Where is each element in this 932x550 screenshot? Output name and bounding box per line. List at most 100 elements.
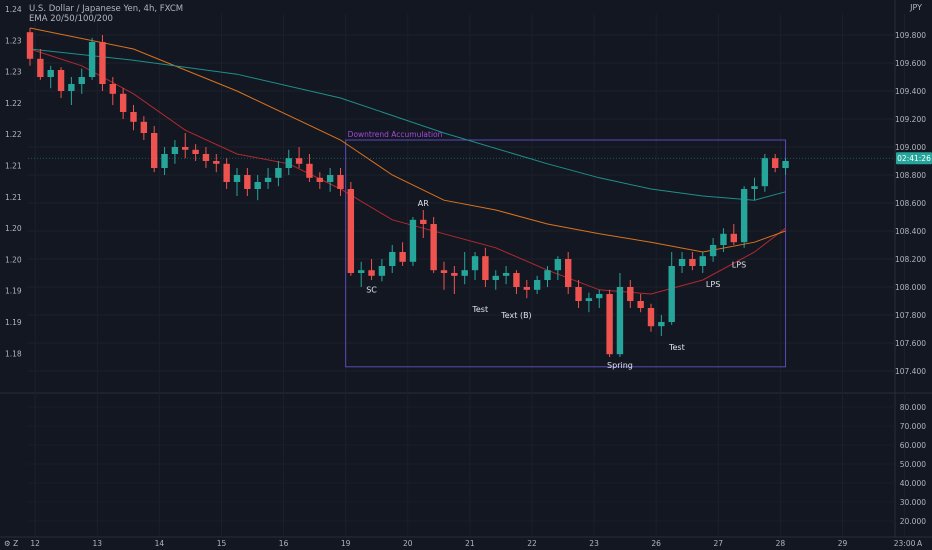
candle-body (337, 175, 344, 189)
candle (99, 35, 106, 91)
candle-body (606, 294, 613, 355)
candle (440, 261, 448, 290)
time-tick-label: 21 (465, 539, 475, 548)
price-tick-label: 109.800 (895, 31, 926, 40)
candle (585, 292, 593, 313)
wyckoff-annotation: LPS (732, 260, 746, 269)
candle-body (575, 287, 582, 301)
candle (461, 252, 468, 285)
candle (47, 65, 54, 89)
candle (57, 67, 65, 98)
candle (213, 154, 220, 173)
price-tick-label: 108.000 (895, 283, 926, 292)
candle-body (596, 294, 603, 299)
candle (140, 116, 148, 140)
time-tick-label: 14 (155, 539, 165, 548)
candle (306, 154, 313, 182)
countdown-badge (896, 152, 932, 165)
wyckoff-annotation: Text (B) (500, 311, 531, 320)
price-tick-label: 107.800 (895, 311, 926, 320)
candle-body (99, 42, 106, 84)
candle-body (502, 273, 510, 276)
candle-body (244, 175, 251, 189)
candle-body (378, 266, 386, 276)
volume-tick-label: 60.000 (900, 441, 926, 450)
left-axis-tick-label: 1.19 (5, 318, 22, 327)
candle-body (471, 256, 479, 271)
candle-body (151, 133, 158, 168)
candle (326, 168, 334, 192)
candle-body (720, 233, 727, 245)
candle (751, 177, 758, 201)
candle (88, 37, 96, 80)
candle (68, 77, 75, 105)
wyckoff-annotation: Test (471, 305, 488, 314)
left-axis-tick-label: 1.22 (5, 130, 22, 139)
candle (223, 158, 230, 189)
candle-body (295, 158, 303, 164)
indicator-legend: EMA 20/50/100/200 (29, 14, 113, 24)
candle (740, 186, 748, 248)
candle-body (347, 189, 355, 273)
time-tick-label: 29 (838, 539, 848, 548)
volume-tick-label: 50.000 (900, 460, 926, 469)
candle-body (275, 168, 282, 178)
candle (627, 280, 634, 308)
candle (709, 238, 717, 262)
candle-body (482, 256, 489, 280)
candle-body (627, 287, 634, 301)
candle-body (171, 147, 179, 154)
candle (37, 49, 44, 80)
candle (151, 126, 158, 173)
price-tick-label: 107.600 (895, 339, 926, 348)
candle (316, 172, 323, 189)
price-tick-label: 108.800 (895, 171, 926, 180)
left-axis-tick-label: 1.19 (5, 287, 22, 296)
candle (254, 175, 261, 201)
candle-body (182, 147, 189, 150)
candle (544, 266, 551, 287)
volume-tick-label: 40.000 (900, 479, 926, 488)
candle (192, 144, 199, 161)
candle (565, 252, 572, 294)
chart-header: U.S. Dollar / Japanese Yen, 4h, FXCM EMA… (29, 4, 183, 24)
candle-body (420, 219, 427, 224)
candle (295, 147, 303, 168)
candle-body (140, 121, 148, 133)
time-tick-label: 22 (527, 539, 537, 548)
volume-tick-label: 70.000 (900, 422, 926, 431)
candle-body (26, 32, 34, 59)
candle-body (585, 298, 593, 301)
price-tick-label: 108.200 (895, 255, 926, 264)
candle (347, 182, 355, 276)
left-axis-tick-label: 1.24 (5, 5, 22, 14)
candle-body (658, 322, 665, 327)
wyckoff-annotation: Spring (607, 361, 633, 370)
candle-body (668, 266, 675, 322)
ema-line-1 (29, 48, 786, 295)
left-axis-tick-label: 1.20 (5, 224, 22, 233)
currency-label: JPY (910, 3, 922, 12)
candle (678, 252, 686, 273)
candle (699, 252, 706, 273)
candle-body (751, 186, 758, 189)
candle (471, 252, 479, 280)
candle (647, 303, 655, 332)
countdown-badge-label: 02:41:26 (897, 154, 931, 163)
candle (554, 256, 562, 280)
ema-line-3 (29, 48, 786, 201)
candle (782, 158, 789, 175)
candle-body (533, 280, 541, 290)
candle (337, 168, 344, 196)
wyckoff-annotation: LPS (706, 280, 720, 289)
candle-body (440, 270, 448, 273)
left-axis-tick-label: 1.20 (5, 255, 22, 264)
candle-body (78, 77, 85, 84)
accumulation-range-label: Downtrend Accumulation (348, 130, 443, 139)
candle (378, 259, 386, 282)
candle-body (772, 158, 779, 168)
price-tick-label: 109.400 (895, 87, 926, 96)
candle (389, 245, 396, 273)
left-axis-tick-label: 1.23 (5, 36, 22, 45)
